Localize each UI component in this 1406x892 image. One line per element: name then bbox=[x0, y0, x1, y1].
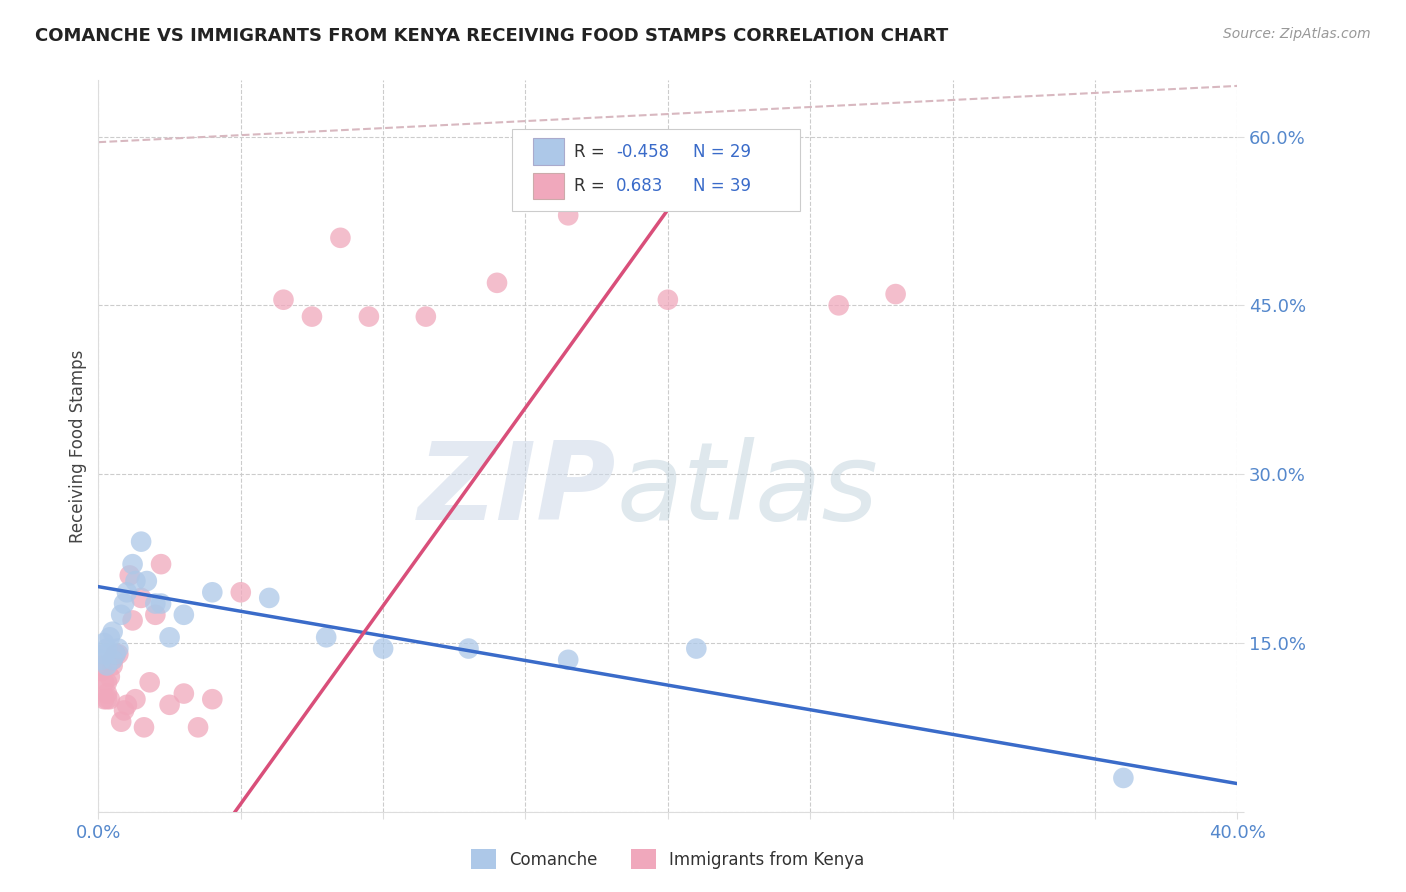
Text: -0.458: -0.458 bbox=[616, 143, 669, 161]
Point bbox=[93, 647, 115, 661]
Point bbox=[110, 607, 132, 622]
Point bbox=[104, 647, 127, 661]
Point bbox=[273, 293, 295, 307]
Text: Source: ZipAtlas.com: Source: ZipAtlas.com bbox=[1223, 27, 1371, 41]
Point bbox=[96, 687, 118, 701]
Point bbox=[96, 641, 118, 656]
Point bbox=[90, 653, 112, 667]
Point bbox=[685, 641, 707, 656]
Text: 0.683: 0.683 bbox=[616, 177, 664, 195]
Point bbox=[315, 630, 337, 644]
Text: N = 39: N = 39 bbox=[693, 177, 751, 195]
Text: atlas: atlas bbox=[617, 437, 879, 542]
Point bbox=[357, 310, 380, 324]
Point bbox=[457, 641, 479, 656]
Point bbox=[159, 630, 181, 644]
Point bbox=[301, 310, 323, 324]
Point bbox=[129, 534, 152, 549]
Point bbox=[101, 624, 124, 639]
Point bbox=[96, 658, 118, 673]
Text: COMANCHE VS IMMIGRANTS FROM KENYA RECEIVING FOOD STAMPS CORRELATION CHART: COMANCHE VS IMMIGRANTS FROM KENYA RECEIV… bbox=[35, 27, 949, 45]
Point bbox=[98, 630, 121, 644]
Point bbox=[112, 703, 135, 717]
Point bbox=[329, 231, 352, 245]
Point bbox=[173, 607, 195, 622]
Point bbox=[415, 310, 437, 324]
Point bbox=[115, 585, 138, 599]
Point bbox=[101, 658, 124, 673]
Point bbox=[159, 698, 181, 712]
Point bbox=[98, 692, 121, 706]
Point bbox=[201, 585, 224, 599]
Point bbox=[173, 687, 195, 701]
Point bbox=[129, 591, 152, 605]
Point bbox=[98, 670, 121, 684]
Text: ZIP: ZIP bbox=[418, 437, 617, 543]
Point bbox=[150, 597, 173, 611]
Point bbox=[187, 720, 209, 734]
Y-axis label: Receiving Food Stamps: Receiving Food Stamps bbox=[69, 350, 87, 542]
Point bbox=[101, 653, 124, 667]
Point bbox=[557, 208, 579, 222]
Point bbox=[93, 636, 115, 650]
Point bbox=[93, 675, 115, 690]
Point bbox=[107, 647, 129, 661]
Point bbox=[373, 641, 395, 656]
Point bbox=[124, 692, 146, 706]
Point bbox=[118, 568, 141, 582]
Point bbox=[101, 653, 124, 667]
Point bbox=[229, 585, 252, 599]
Point bbox=[96, 692, 118, 706]
Point bbox=[90, 658, 112, 673]
Point bbox=[657, 293, 679, 307]
Point bbox=[201, 692, 224, 706]
Point bbox=[90, 664, 112, 678]
Point bbox=[112, 597, 135, 611]
Point bbox=[135, 574, 157, 588]
Point bbox=[884, 287, 907, 301]
Point bbox=[110, 714, 132, 729]
Legend: Comanche, Immigrants from Kenya: Comanche, Immigrants from Kenya bbox=[471, 849, 865, 869]
Point bbox=[138, 675, 160, 690]
Point bbox=[1112, 771, 1135, 785]
Point bbox=[132, 720, 155, 734]
Point bbox=[96, 675, 118, 690]
Point bbox=[124, 574, 146, 588]
Point bbox=[115, 698, 138, 712]
Point bbox=[121, 557, 143, 571]
Point bbox=[259, 591, 281, 605]
Text: N = 29: N = 29 bbox=[693, 143, 751, 161]
Point bbox=[104, 647, 127, 661]
Point bbox=[828, 298, 851, 312]
Point bbox=[121, 614, 143, 628]
Text: R =: R = bbox=[574, 177, 614, 195]
Point bbox=[150, 557, 173, 571]
Point bbox=[107, 641, 129, 656]
Point bbox=[557, 653, 579, 667]
Point bbox=[145, 597, 167, 611]
Text: R =: R = bbox=[574, 143, 610, 161]
Point bbox=[486, 276, 509, 290]
Point bbox=[145, 607, 167, 622]
Point bbox=[93, 692, 115, 706]
